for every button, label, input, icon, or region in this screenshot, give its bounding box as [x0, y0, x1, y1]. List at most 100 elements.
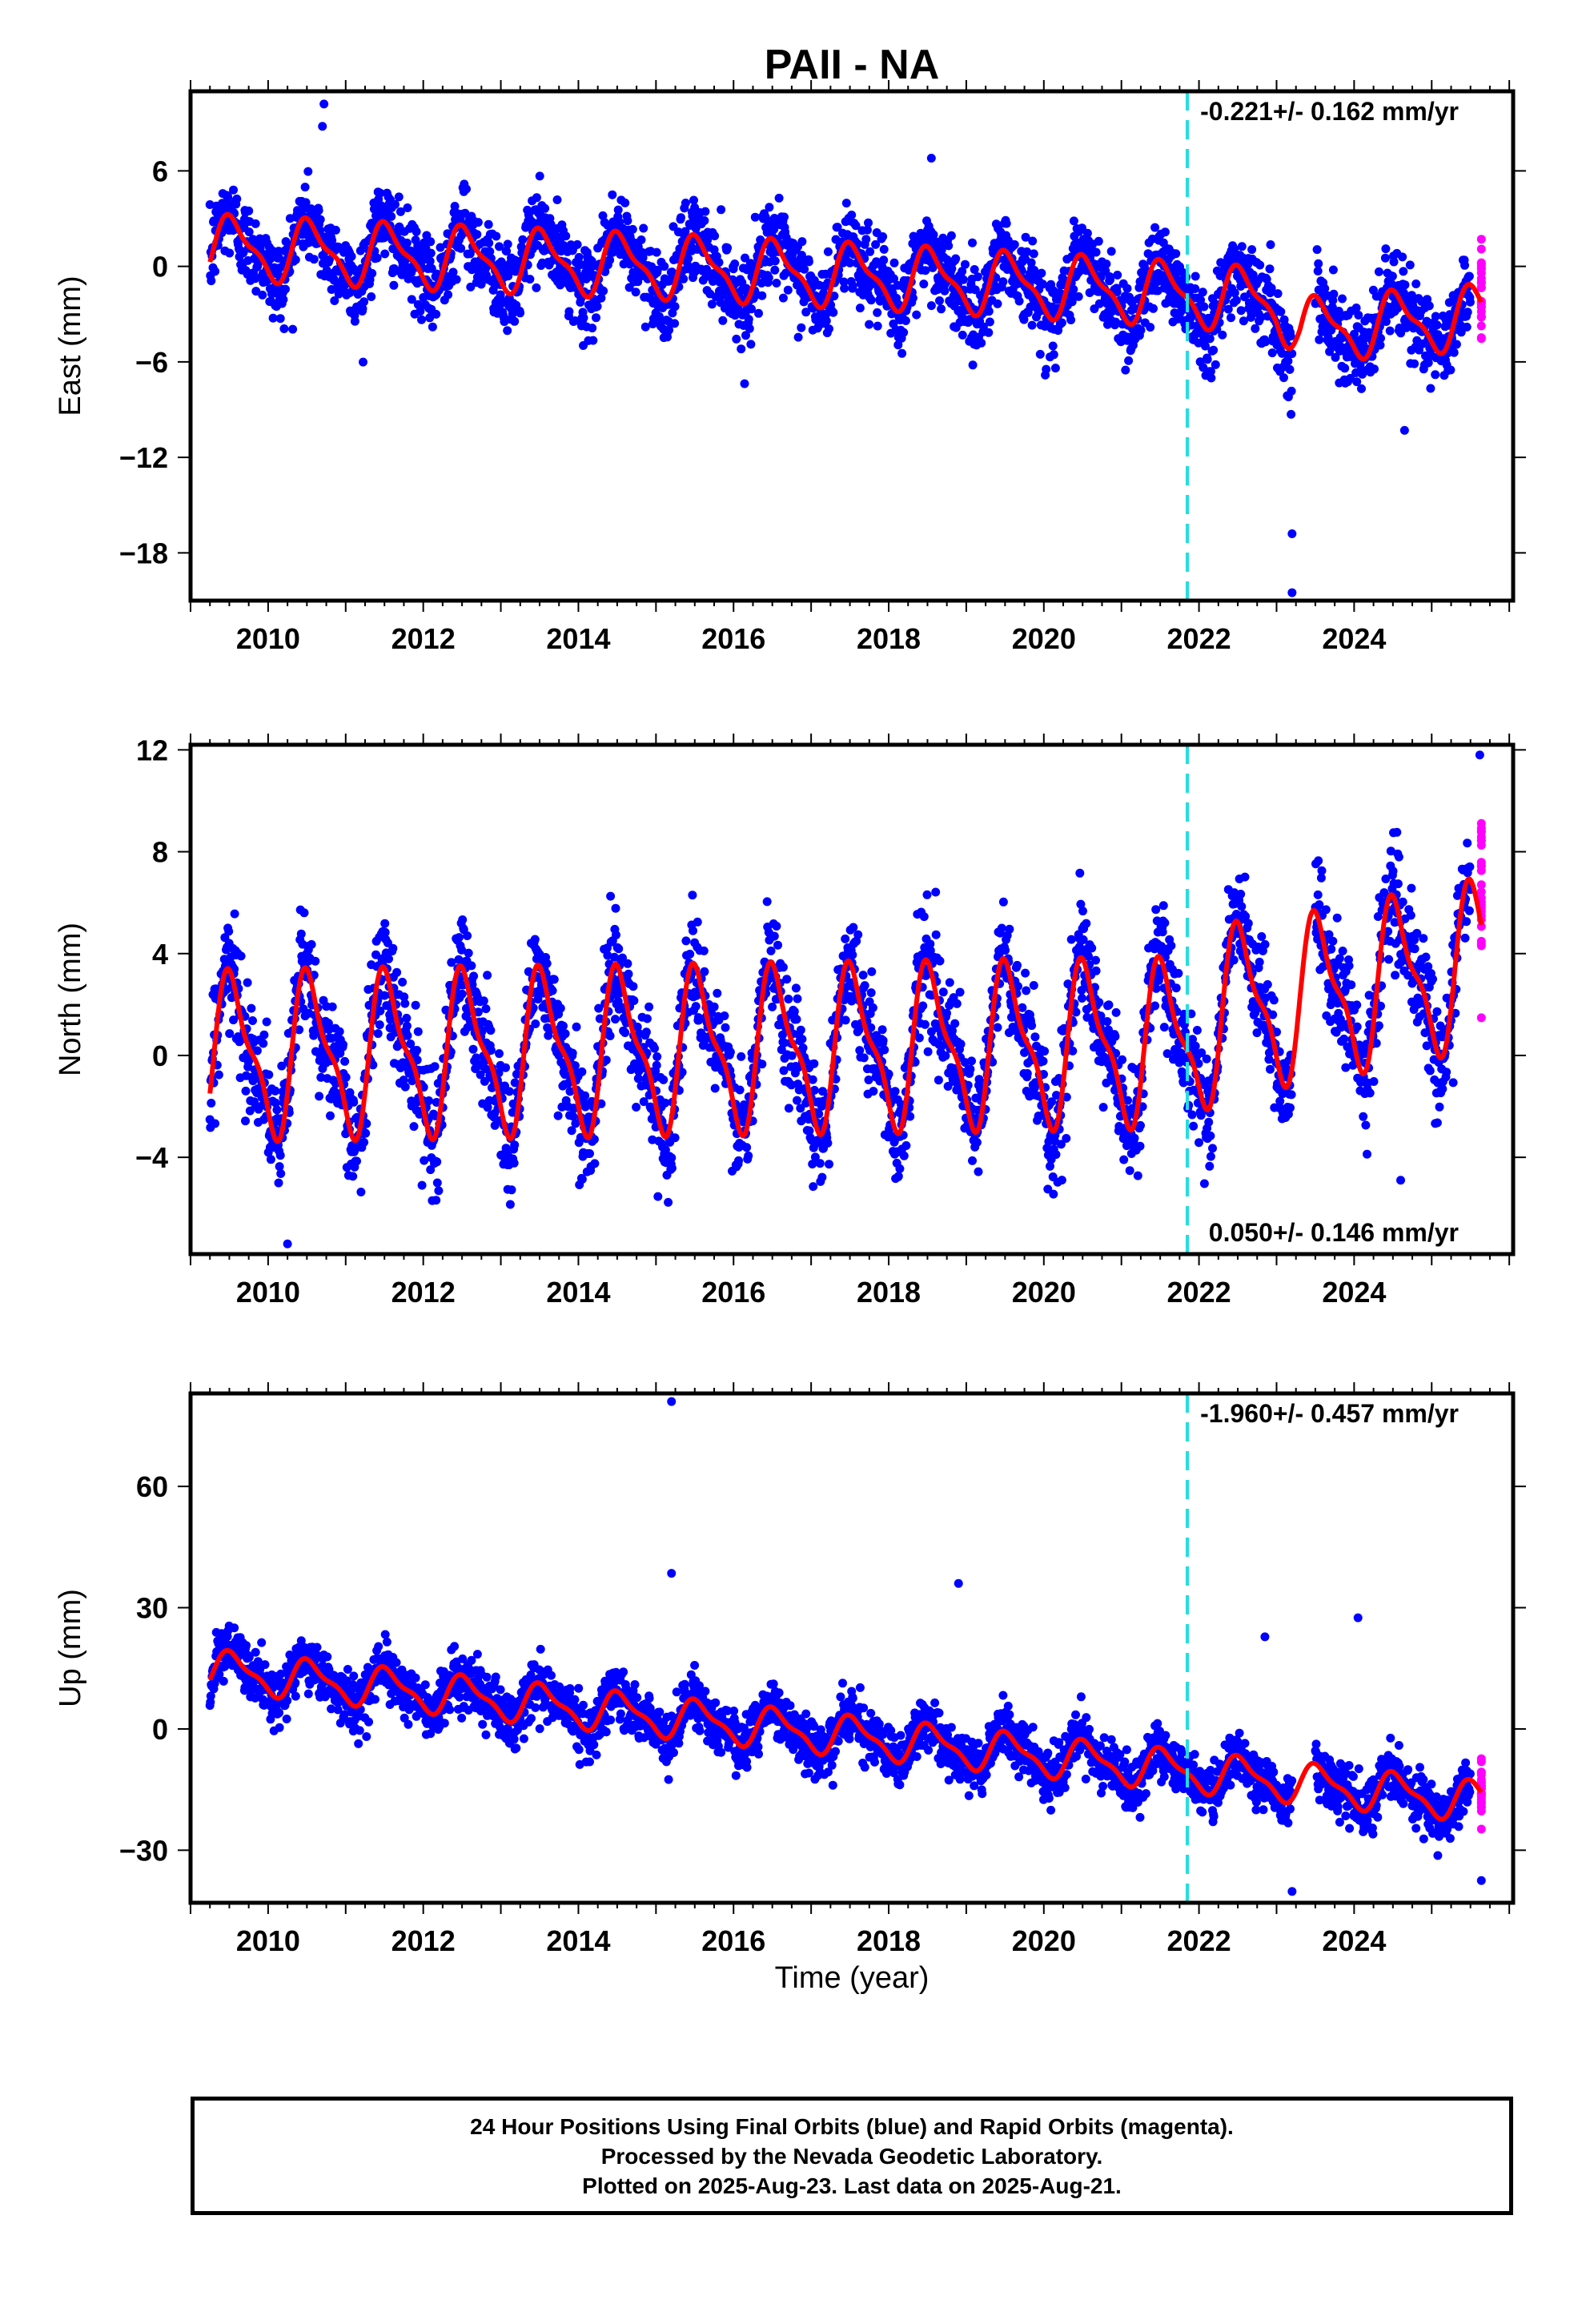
data-point — [412, 1055, 422, 1065]
data-point — [985, 317, 994, 327]
data-point — [533, 995, 543, 1004]
data-point — [531, 1019, 540, 1028]
data-point — [392, 967, 402, 977]
data-point — [207, 1099, 216, 1108]
data-point — [810, 1152, 820, 1162]
data-point — [432, 1178, 442, 1188]
data-point — [481, 1064, 490, 1074]
data-point — [1230, 288, 1239, 298]
data-point — [770, 265, 780, 275]
data-point — [764, 273, 773, 283]
data-point — [688, 891, 697, 900]
data-point — [847, 211, 857, 219]
data-point — [734, 1156, 743, 1165]
data-point — [747, 304, 756, 314]
data-point — [399, 1076, 408, 1085]
chart-title: PAII - NA — [765, 42, 940, 88]
data-point — [970, 265, 979, 274]
rapid-data-point — [1476, 277, 1486, 287]
data-point — [512, 1069, 521, 1079]
data-point — [452, 275, 461, 284]
data-point — [652, 265, 662, 275]
data-point — [1042, 364, 1051, 374]
plot-frame — [188, 89, 1516, 603]
data-point — [855, 304, 865, 313]
data-point — [821, 316, 831, 326]
data-point — [958, 330, 967, 340]
data-point — [403, 1031, 412, 1040]
data-point — [225, 1029, 235, 1039]
data-point — [778, 963, 788, 972]
rapid-data-point — [1476, 244, 1486, 254]
data-point — [917, 950, 927, 959]
data-point — [450, 202, 460, 211]
data-point — [1374, 267, 1383, 276]
data-point — [636, 235, 646, 244]
data-point — [577, 1175, 587, 1184]
data-point — [893, 340, 903, 350]
data-point — [1247, 245, 1257, 255]
data-point — [1149, 304, 1158, 313]
data-point — [236, 951, 246, 961]
data-point — [1111, 317, 1121, 327]
data-point — [330, 296, 339, 305]
data-point — [829, 308, 838, 317]
data-point — [559, 1021, 568, 1031]
data-point — [968, 238, 977, 247]
data-point — [1199, 302, 1209, 312]
data-point — [509, 1158, 519, 1168]
data-point — [1050, 364, 1060, 373]
data-point — [417, 315, 426, 324]
data-point — [769, 931, 779, 941]
data-point — [1106, 247, 1116, 256]
data-point — [877, 1025, 887, 1035]
model-fit-line — [207, 211, 1484, 362]
data-point — [859, 1053, 869, 1063]
data-point — [457, 945, 467, 955]
data-point — [315, 1092, 324, 1101]
data-point — [596, 293, 606, 303]
data-point — [618, 953, 627, 963]
data-point — [707, 300, 717, 309]
data-point — [572, 239, 582, 249]
x-tick-label: 2024 — [1322, 1276, 1386, 1309]
data-point — [468, 1044, 478, 1054]
data-point — [935, 956, 945, 966]
data-point — [732, 334, 741, 344]
data-point — [560, 1029, 570, 1039]
data-point — [1057, 318, 1066, 328]
data-point — [244, 227, 254, 237]
data-point — [1327, 302, 1337, 312]
data-point — [849, 923, 858, 932]
data-point — [1082, 228, 1092, 238]
data-point — [880, 1045, 889, 1055]
data-point — [670, 302, 680, 312]
x-tick-label: 2018 — [857, 622, 921, 655]
data-point — [327, 235, 337, 245]
data-point — [652, 247, 661, 257]
data-point — [768, 1002, 777, 1011]
data-point — [454, 933, 464, 943]
data-point — [432, 1157, 442, 1167]
data-point — [1312, 245, 1322, 255]
data-point — [402, 238, 412, 247]
data-point — [1136, 325, 1146, 335]
panel-north: 2010 2012 2014 2016 2018 2020 2022 202412840−4N… — [54, 734, 1526, 1309]
outlier-point — [1287, 529, 1297, 539]
data-point — [229, 185, 238, 195]
data-point — [639, 223, 648, 233]
data-point — [457, 989, 467, 999]
data-point — [311, 956, 320, 966]
data-point — [869, 1087, 878, 1096]
data-point — [577, 1067, 587, 1076]
data-point — [632, 1103, 641, 1112]
y-tick-label: −6 — [135, 346, 168, 379]
data-point — [598, 211, 608, 220]
data-point — [912, 310, 921, 320]
data-point — [588, 336, 598, 345]
data-point — [665, 325, 674, 335]
data-point — [937, 245, 946, 255]
data-point — [1449, 348, 1459, 357]
data-point — [685, 949, 695, 959]
data-point — [1176, 308, 1186, 317]
